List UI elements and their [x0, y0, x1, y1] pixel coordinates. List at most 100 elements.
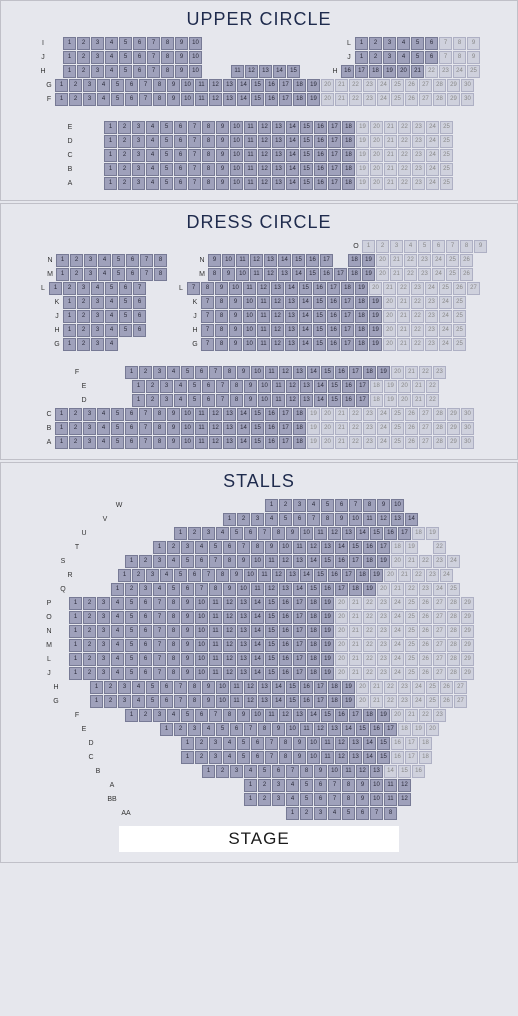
seat[interactable]: 3: [209, 737, 222, 750]
seat[interactable]: 20: [426, 723, 439, 736]
seat[interactable]: 7: [140, 254, 153, 267]
seat[interactable]: 28: [447, 597, 460, 610]
seat[interactable]: 5: [160, 121, 173, 134]
seat[interactable]: 10: [349, 513, 362, 526]
seat[interactable]: 9: [229, 324, 242, 337]
seat[interactable]: 3: [383, 37, 396, 50]
seat[interactable]: 14: [335, 541, 348, 554]
seat[interactable]: 18: [363, 709, 376, 722]
seat[interactable]: 18: [307, 611, 320, 624]
seat[interactable]: 18: [348, 254, 361, 267]
seat[interactable]: 9: [377, 499, 390, 512]
seat[interactable]: 9: [223, 583, 236, 596]
seat[interactable]: 9: [272, 723, 285, 736]
seat[interactable]: 10: [307, 751, 320, 764]
seat[interactable]: 23: [419, 583, 432, 596]
seat[interactable]: 3: [272, 779, 285, 792]
seat[interactable]: 4: [111, 611, 124, 624]
seat[interactable]: 4: [307, 499, 320, 512]
seat[interactable]: 13: [285, 310, 298, 323]
seat[interactable]: 1: [63, 51, 76, 64]
seat[interactable]: 20: [383, 296, 396, 309]
seat[interactable]: 21: [384, 135, 397, 148]
seat[interactable]: 8: [167, 625, 180, 638]
seat[interactable]: 6: [125, 436, 138, 449]
seat[interactable]: 28: [433, 408, 446, 421]
seat[interactable]: 21: [384, 163, 397, 176]
seat[interactable]: 4: [286, 793, 299, 806]
seat[interactable]: 6: [181, 583, 194, 596]
seat[interactable]: 14: [272, 695, 285, 708]
seat[interactable]: 11: [258, 569, 271, 582]
seat[interactable]: 1: [244, 779, 257, 792]
seat[interactable]: 23: [418, 268, 431, 281]
seat[interactable]: 14: [272, 681, 285, 694]
seat[interactable]: 10: [222, 254, 235, 267]
seat[interactable]: 22: [363, 625, 376, 638]
seat[interactable]: 22: [404, 254, 417, 267]
seat[interactable]: 4: [111, 667, 124, 680]
seat[interactable]: 18: [391, 541, 404, 554]
seat[interactable]: 20: [321, 436, 334, 449]
seat[interactable]: 17: [279, 436, 292, 449]
seat[interactable]: 19: [369, 338, 382, 351]
seat[interactable]: 20: [335, 597, 348, 610]
seat[interactable]: 10: [195, 611, 208, 624]
seat[interactable]: 24: [425, 282, 438, 295]
seat[interactable]: 6: [139, 611, 152, 624]
seat[interactable]: 6: [133, 37, 146, 50]
seat[interactable]: 1: [181, 737, 194, 750]
seat[interactable]: 11: [209, 639, 222, 652]
seat[interactable]: 6: [293, 513, 306, 526]
seat[interactable]: 11: [243, 282, 256, 295]
seat[interactable]: 13: [285, 338, 298, 351]
seat[interactable]: 28: [447, 639, 460, 652]
seat[interactable]: 28: [447, 667, 460, 680]
seat[interactable]: 10: [258, 380, 271, 393]
seat[interactable]: 5: [209, 541, 222, 554]
seat[interactable]: 19: [342, 695, 355, 708]
seat[interactable]: 16: [279, 653, 292, 666]
seat[interactable]: 10: [243, 338, 256, 351]
seat[interactable]: 15: [265, 667, 278, 680]
seat[interactable]: 3: [293, 499, 306, 512]
seat[interactable]: 1: [132, 380, 145, 393]
seat[interactable]: 13: [349, 751, 362, 764]
seat[interactable]: 17: [355, 65, 368, 78]
seat[interactable]: 24: [432, 268, 445, 281]
seat[interactable]: 3: [132, 135, 145, 148]
seat[interactable]: 4: [105, 324, 118, 337]
seat[interactable]: 17: [293, 667, 306, 680]
seat[interactable]: 2: [139, 366, 152, 379]
seat[interactable]: 20: [383, 310, 396, 323]
seat[interactable]: 12: [328, 527, 341, 540]
seat[interactable]: 14: [299, 310, 312, 323]
seat[interactable]: 14: [286, 135, 299, 148]
seat[interactable]: 1: [125, 709, 138, 722]
seat[interactable]: 12: [314, 723, 327, 736]
seat[interactable]: 14: [299, 296, 312, 309]
seat[interactable]: 11: [250, 268, 263, 281]
seat[interactable]: 14: [237, 408, 250, 421]
seat[interactable]: 27: [419, 408, 432, 421]
seat[interactable]: 24: [391, 639, 404, 652]
seat[interactable]: 14: [286, 177, 299, 190]
seat[interactable]: 18: [307, 597, 320, 610]
seat[interactable]: 26: [419, 625, 432, 638]
seat[interactable]: 20: [398, 394, 411, 407]
seat[interactable]: 15: [377, 751, 390, 764]
seat[interactable]: 9: [167, 79, 180, 92]
seat[interactable]: 19: [321, 639, 334, 652]
seat[interactable]: 14: [307, 709, 320, 722]
seat[interactable]: 3: [97, 597, 110, 610]
seat[interactable]: 29: [447, 408, 460, 421]
seat[interactable]: 7: [328, 779, 341, 792]
seat[interactable]: 16: [265, 422, 278, 435]
seat[interactable]: 22: [411, 324, 424, 337]
seat[interactable]: 8: [153, 422, 166, 435]
seat[interactable]: 12: [223, 625, 236, 638]
seat[interactable]: 2: [146, 394, 159, 407]
seat[interactable]: 5: [167, 583, 180, 596]
seat[interactable]: 29: [461, 625, 474, 638]
seat[interactable]: 13: [272, 177, 285, 190]
